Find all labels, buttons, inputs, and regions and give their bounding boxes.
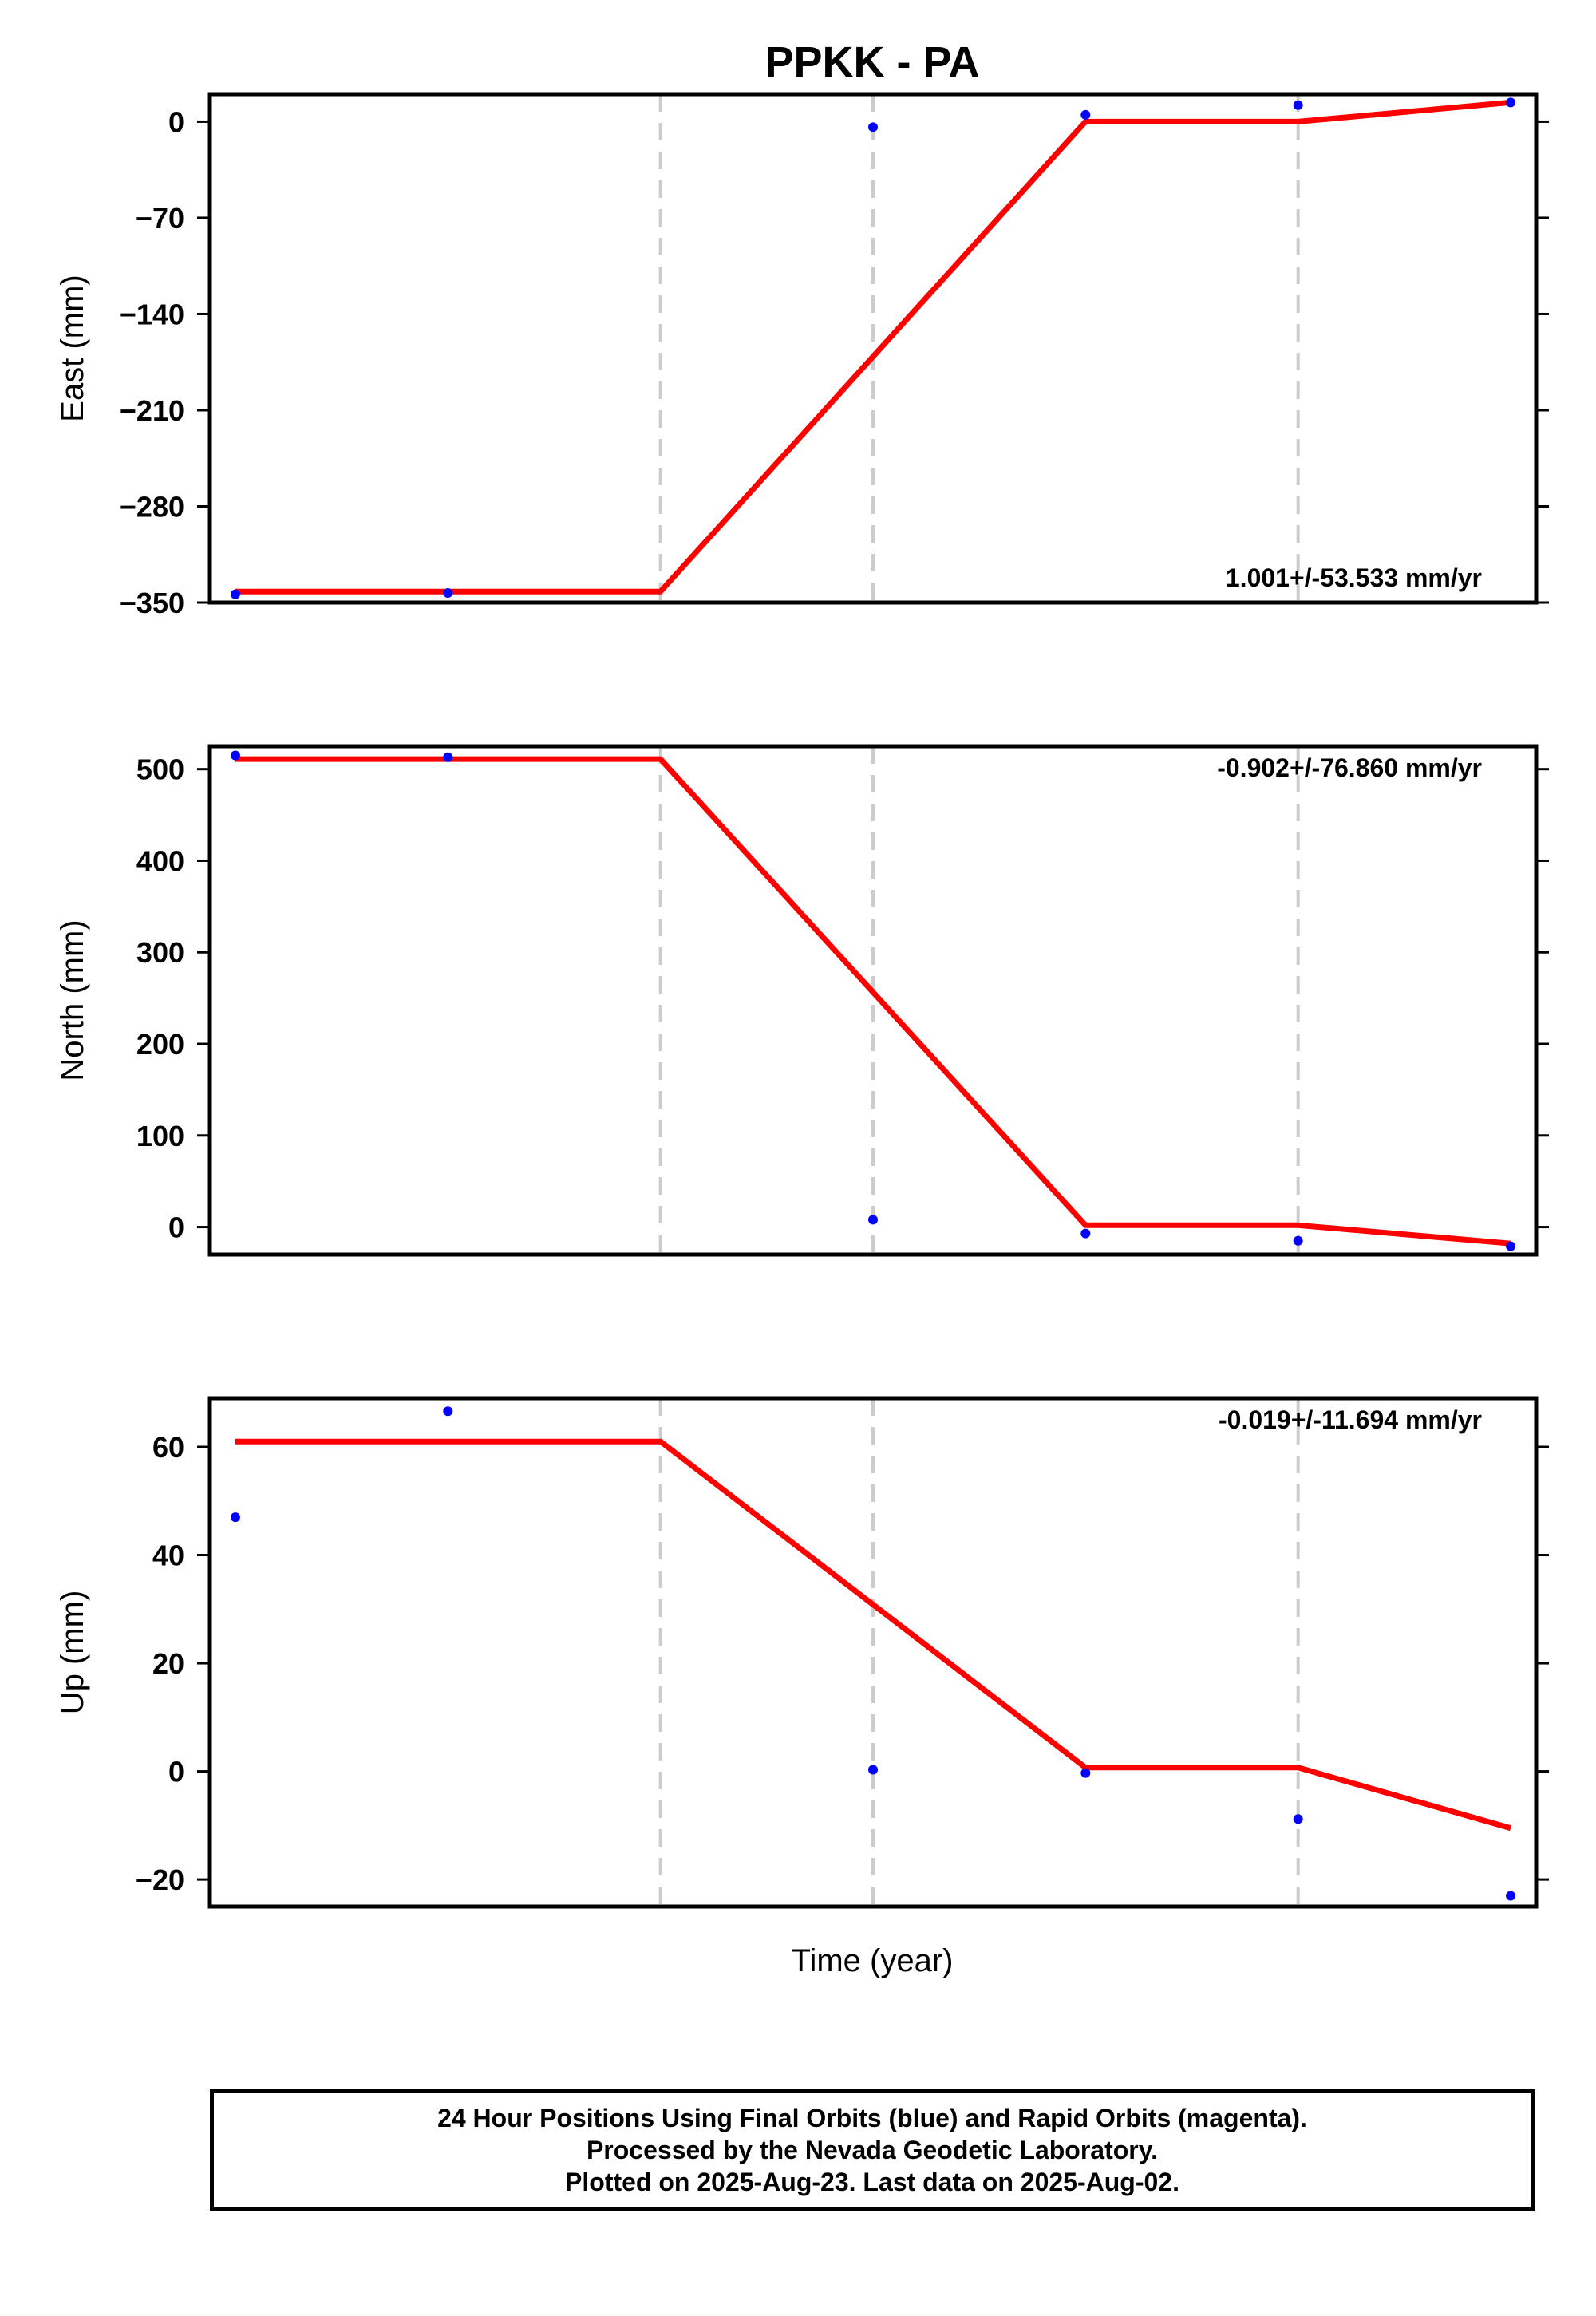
- up-ytick-label-2: 20: [152, 1647, 184, 1680]
- up-data-point-1: [443, 1406, 453, 1417]
- east-rate-label: 1.001+/-53.533 mm/yr: [1226, 563, 1482, 592]
- east-ytick-label-4: −280: [120, 490, 184, 523]
- x-axis-label: Time (year): [792, 1943, 954, 1978]
- up-ytick-label-1: 40: [152, 1539, 184, 1572]
- north-ytick-label-5: 500: [136, 753, 184, 786]
- east-y-axis-label: East (mm): [55, 275, 90, 421]
- up-data-point-0: [230, 1512, 240, 1523]
- east-data-point-0: [230, 589, 240, 599]
- up-y-axis-label: Up (mm): [55, 1591, 90, 1715]
- up-ytick-label-3: 0: [168, 1756, 184, 1788]
- up-ytick-label-4: −20: [136, 1863, 184, 1896]
- east-model-line: [235, 99, 1511, 595]
- north-data-point-2: [868, 1215, 878, 1225]
- east-ytick-label-5: −350: [120, 587, 184, 619]
- up-plot-frame: [207, 1396, 1539, 1909]
- north-ytick-label-3: 300: [136, 936, 184, 969]
- east-panel: 0 −70 −140 −210 −280 −350 1.001+/-53.533 mm/yr…: [55, 92, 1549, 619]
- up-data-point-5: [1506, 1891, 1516, 1901]
- north-ytick-label-4: 400: [136, 844, 184, 877]
- chart-title: PPKK - PA: [764, 38, 979, 86]
- north-rate-label: -0.902+/-76.860 mm/yr: [1217, 753, 1482, 782]
- north-model-line: [235, 756, 1511, 1247]
- north-ytick-label-2: 200: [136, 1028, 184, 1061]
- east-data-point-1: [443, 587, 453, 598]
- footer-line-1: 24 Hour Positions Using Final Orbits (bl…: [437, 2104, 1307, 2132]
- east-data-point-3: [1080, 109, 1091, 120]
- footer-line-2: Processed by the Nevada Geodetic Laborat…: [586, 2136, 1159, 2164]
- north-data-point-4: [1293, 1235, 1303, 1246]
- north-ytick-label-1: 100: [136, 1120, 184, 1152]
- north-data-point-3: [1080, 1228, 1091, 1239]
- north-y-axis-label: North (mm): [55, 919, 90, 1081]
- east-plot-frame: [207, 92, 1539, 605]
- north-plot-frame: [207, 744, 1539, 1257]
- east-data-point-2: [868, 122, 878, 132]
- chart-panels: 0 −70 −140 −210 −280 −350 1.001+/-53.533 mm/yr…: [55, 92, 1549, 1909]
- east-ytick-label-0: 0: [168, 105, 184, 138]
- east-data-point-4: [1293, 100, 1303, 110]
- up-model-line: [235, 1438, 1511, 1832]
- north-data-point-0: [230, 750, 240, 761]
- footer-line-3: Plotted on 2025-Aug-23. Last data on 202…: [565, 2168, 1179, 2196]
- east-data-point-5: [1506, 97, 1516, 108]
- east-ytick-label-3: −210: [120, 394, 184, 427]
- up-ytick-label-0: 60: [152, 1431, 184, 1464]
- up-data-point-2: [868, 1765, 878, 1775]
- footer-notes-box: 24 Hour Positions Using Final Orbits (bl…: [210, 2089, 1535, 2211]
- north-panel: 0 100 200 300 400 500 -0.902+/-76.860 mm/yr Nor…: [55, 744, 1549, 1257]
- east-ytick-label-1: −70: [136, 202, 184, 235]
- up-panel: 60 40 20 0 −20 -0.019+/-11.694 mm/yr Up (mm): [55, 1396, 1549, 1909]
- up-rate-label: -0.019+/-11.694 mm/yr: [1219, 1405, 1482, 1434]
- up-data-point-3: [1080, 1768, 1091, 1778]
- east-ytick-label-2: −140: [120, 298, 184, 330]
- north-ytick-label-0: 0: [168, 1211, 184, 1244]
- north-data-point-1: [443, 752, 453, 762]
- up-data-point-4: [1293, 1814, 1303, 1824]
- north-data-point-5: [1506, 1241, 1516, 1251]
